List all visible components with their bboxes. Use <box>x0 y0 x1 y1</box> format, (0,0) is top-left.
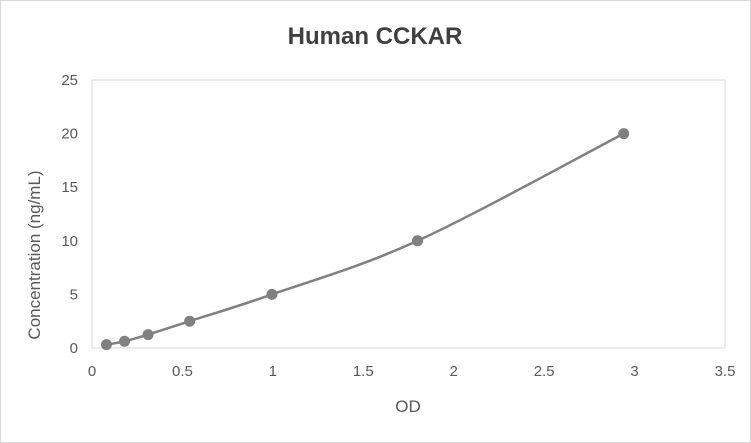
y-tick-label: 5 <box>70 286 78 303</box>
data-point-marker <box>618 128 630 140</box>
x-tick-label: 2.5 <box>534 363 555 380</box>
y-tick-label: 20 <box>61 126 78 143</box>
chart-title: Human CCKAR <box>288 23 463 50</box>
data-point-marker <box>100 339 112 351</box>
y-tick-label: 0 <box>70 340 78 357</box>
series-markers <box>100 128 630 351</box>
data-point-marker <box>412 235 424 247</box>
data-point-marker <box>184 315 196 327</box>
x-tick-label: 2 <box>450 363 458 380</box>
y-tick-label: 10 <box>61 233 78 250</box>
data-point-marker <box>142 329 154 341</box>
x-axis-title: OD <box>395 397 421 416</box>
y-axis-ticks: 0 5 10 15 20 25 <box>61 72 78 357</box>
data-point-marker <box>266 288 278 300</box>
x-axis-ticks: 0 0.5 1 1.5 2 2.5 3 3.5 <box>88 363 736 380</box>
y-tick-label: 25 <box>61 72 78 89</box>
x-tick-label: 0 <box>88 363 96 380</box>
y-axis-title: Concentration (ng/mL) <box>25 170 44 339</box>
plot-area <box>91 79 726 349</box>
y-tick-label: 15 <box>61 179 78 196</box>
x-tick-label: 1 <box>269 363 277 380</box>
data-point-marker <box>119 335 131 347</box>
x-tick-label: 3.5 <box>715 363 736 380</box>
series-line <box>106 132 625 346</box>
x-tick-label: 3 <box>630 363 638 380</box>
x-tick-label: 1.5 <box>353 363 374 380</box>
x-tick-label: 0.5 <box>172 363 193 380</box>
